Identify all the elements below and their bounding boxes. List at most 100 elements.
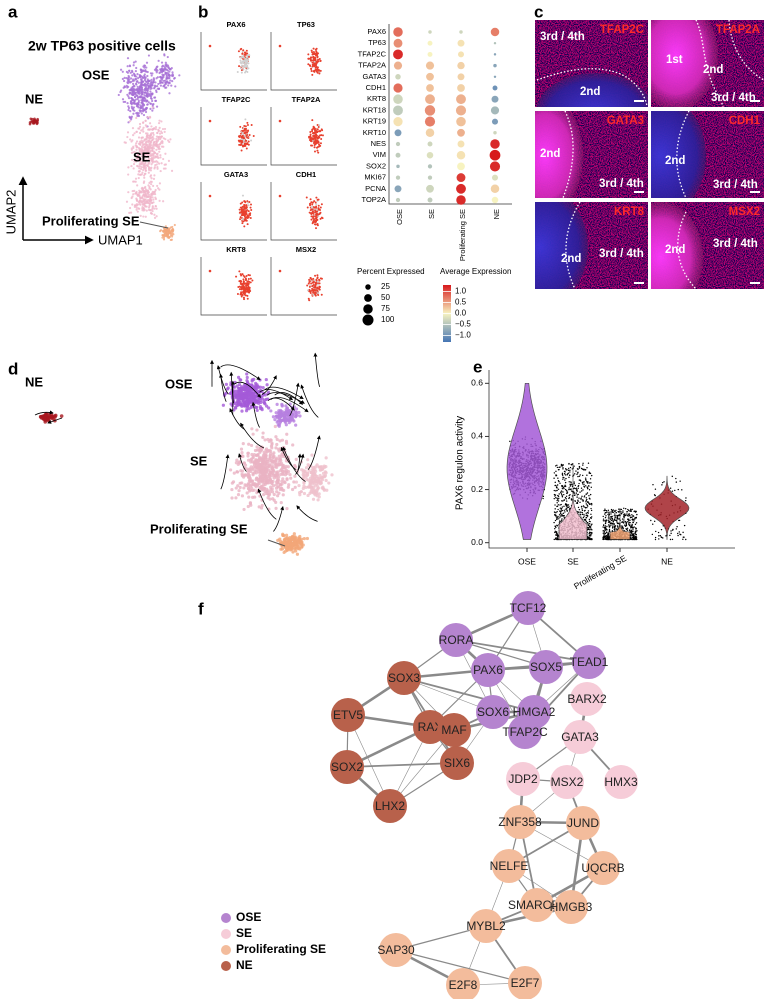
cell-point (169, 138, 172, 141)
cell-point (145, 150, 148, 153)
jitter-point (580, 487, 583, 489)
jitter-point (586, 504, 588, 506)
expression-dot (425, 94, 435, 105)
cell-point (154, 196, 157, 199)
cell-point (250, 460, 255, 464)
cell-point (139, 162, 142, 165)
cell-point (162, 238, 166, 241)
feature-point (315, 52, 318, 55)
cell-point (123, 76, 126, 79)
feature-point (244, 61, 247, 64)
expression-dot (457, 162, 465, 171)
feature-axes (200, 257, 267, 316)
feature-point (240, 141, 243, 144)
cell-point (320, 476, 324, 480)
cell-point (132, 64, 135, 67)
cell-point (142, 202, 145, 206)
cell-point (292, 532, 296, 536)
cell-point (302, 484, 306, 488)
cell-point (129, 109, 132, 113)
group-label: Proliferating SE (458, 209, 467, 261)
cell-point (256, 478, 261, 482)
cell-point (257, 455, 262, 460)
cell-point (132, 167, 135, 170)
feature-point (311, 289, 314, 292)
cell-point (142, 207, 145, 210)
jitter-point (555, 470, 557, 473)
feature-point (316, 222, 319, 225)
expression-dot (455, 105, 467, 116)
feature-point (247, 204, 250, 207)
expression-dot (456, 183, 466, 194)
cell-point (34, 120, 37, 124)
cell-point (152, 177, 156, 180)
feature-point (244, 118, 247, 121)
cell-point (134, 69, 137, 73)
cell-point (124, 100, 127, 103)
cell-point (274, 435, 278, 439)
feature-point (240, 71, 243, 74)
cell-point (239, 447, 244, 451)
feature-point (246, 143, 249, 146)
cell-point (141, 83, 144, 87)
region-label: 1st (666, 54, 683, 66)
cell-point (241, 442, 245, 446)
cell-point (281, 532, 285, 536)
feature-point (312, 47, 315, 50)
feature-point (250, 139, 253, 142)
cell-point (153, 96, 156, 99)
cell-point (154, 67, 158, 70)
expression-dot (426, 151, 434, 159)
cell-point (131, 195, 134, 198)
cell-point (143, 180, 146, 183)
feature-point (313, 146, 316, 149)
cell-point (327, 481, 331, 485)
feature-point (315, 54, 318, 57)
region-label: 3rd / 4th (711, 92, 756, 104)
cell-point (249, 405, 253, 410)
cell-point (149, 196, 152, 200)
cell-point (272, 476, 276, 480)
cell-point (151, 84, 154, 87)
cell-point (274, 458, 278, 462)
cell-point (264, 478, 268, 482)
cell-point (173, 77, 176, 80)
feature-point (316, 131, 319, 134)
jitter-point (573, 465, 575, 467)
cell-point (138, 125, 142, 128)
cell-point (126, 102, 129, 105)
gene-label: KRT10 (363, 128, 386, 137)
cell-point (149, 209, 152, 212)
cell-point (247, 442, 251, 446)
cell-point (160, 71, 164, 74)
cell-point (128, 120, 132, 123)
colorbar-label: 1.0 (455, 287, 467, 296)
feature-point (250, 203, 253, 206)
cell-point (145, 140, 148, 143)
feature-point (208, 269, 212, 273)
cell-point (158, 71, 161, 75)
feature-point (243, 276, 246, 279)
size-legend-label: 100 (381, 315, 395, 324)
feature-axes (270, 257, 337, 316)
cell-point (135, 142, 138, 145)
cell-point (155, 160, 158, 163)
cluster-label: NE (25, 374, 43, 389)
cell-point (138, 89, 142, 92)
cell-point (168, 92, 171, 95)
cell-point (269, 409, 273, 413)
feature-point (317, 136, 320, 139)
cell-point (253, 399, 257, 404)
jitter-point (579, 501, 581, 504)
cell-point (149, 133, 152, 136)
y-axis-label: UMAP2 (3, 190, 18, 235)
feature-point (241, 55, 244, 58)
cell-point (156, 131, 159, 134)
cell-point (143, 153, 146, 156)
cell-point (132, 180, 135, 183)
jitter-point (553, 477, 555, 479)
jitter-point (567, 469, 570, 472)
cell-point (168, 227, 171, 230)
